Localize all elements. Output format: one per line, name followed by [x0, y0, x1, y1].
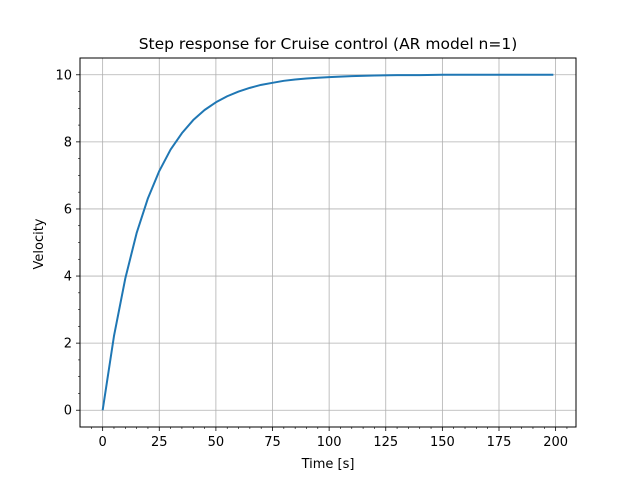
plot-area [101, 73, 554, 411]
x-axis-label: Time [s] [301, 457, 355, 472]
x-tick-label: 75 [264, 435, 281, 450]
y-tick-label: 4 [64, 270, 72, 285]
x-tick-label: 50 [208, 435, 225, 450]
x-tick-label: 175 [487, 435, 512, 450]
x-tick-label: 200 [543, 435, 568, 450]
y-tick-label: 8 [64, 135, 72, 150]
x-axis-ticks: 0 25 50 75 100 125 150 175 200 [91, 427, 568, 450]
y-tick-label: 0 [64, 404, 72, 419]
y-tick-label: 10 [55, 68, 72, 83]
y-axis-label: Velocity [32, 218, 47, 269]
x-tick-label: 25 [151, 435, 168, 450]
x-tick-label: 150 [430, 435, 455, 450]
grid [80, 58, 576, 427]
x-tick-label: 125 [373, 435, 398, 450]
chart-title: Step response for Cruise control (AR mod… [139, 35, 518, 53]
y-tick-label: 2 [64, 337, 72, 352]
x-tick-label: 0 [99, 435, 107, 450]
x-tick-label: 100 [317, 435, 342, 450]
y-tick-label: 6 [64, 202, 72, 217]
y-axis-ticks: 0 2 4 6 8 10 [55, 68, 80, 419]
series-line [101, 73, 554, 411]
